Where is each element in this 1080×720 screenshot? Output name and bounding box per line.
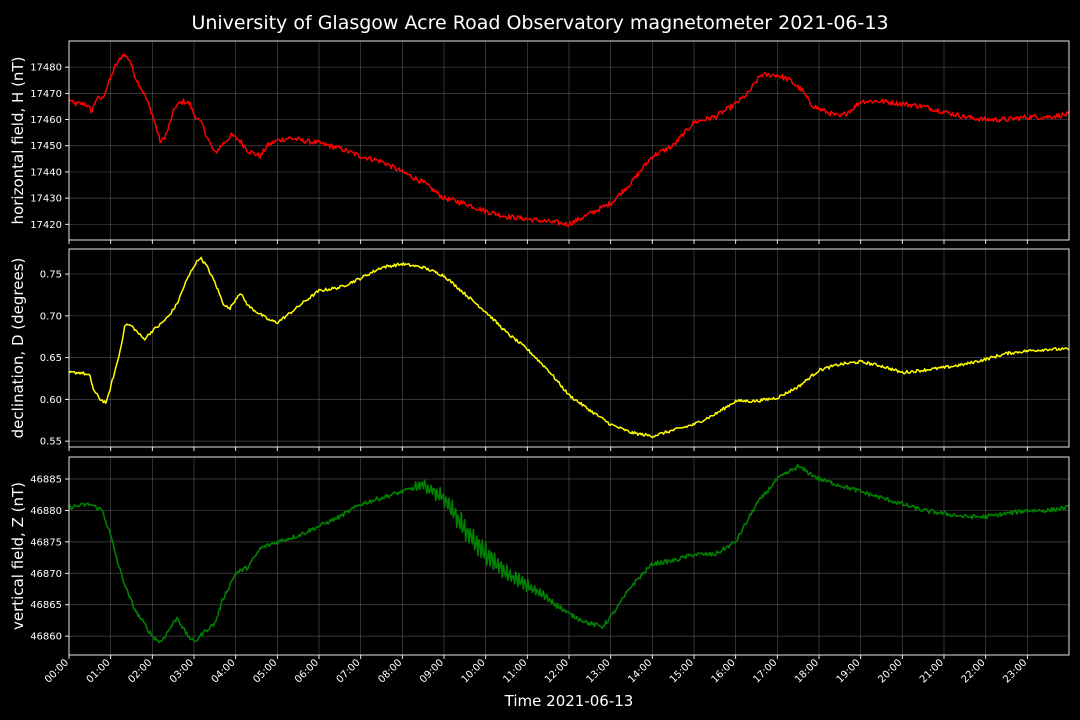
series-line-z xyxy=(68,464,1070,644)
y-tick-label: 17460 xyxy=(30,115,62,126)
x-tick-label: 11:00 xyxy=(501,657,529,685)
x-tick-label: 13:00 xyxy=(585,657,613,685)
x-tick-label: 01:00 xyxy=(85,657,113,685)
y-axis-label: vertical field, Z (nT) xyxy=(9,482,27,630)
x-tick-label: 19:00 xyxy=(835,657,863,685)
x-tick-label: 15:00 xyxy=(668,657,696,685)
panel-d: 0.55 0.60 0.65 0.70 0.75 declination, D (degr… xyxy=(9,248,1070,451)
x-tick-label: 09:00 xyxy=(418,657,446,685)
x-tick-label: 06:00 xyxy=(293,657,321,685)
y-tick-label: 46885 xyxy=(30,475,62,486)
chart-panels: 17420 17430 17440 17450 17460 17470 17480horiz… xyxy=(9,40,1070,686)
y-tick-label: 46860 xyxy=(30,632,62,643)
x-tick-label: 23:00 xyxy=(1001,657,1029,685)
y-tick-label: 46870 xyxy=(30,569,62,580)
x-tick-label: 12:00 xyxy=(543,657,571,685)
x-tick-label: 20:00 xyxy=(876,657,904,685)
series-line-h xyxy=(68,53,1070,228)
x-tick-label: 17:00 xyxy=(751,657,779,685)
x-tick-label: 16:00 xyxy=(710,657,738,685)
x-tick-label: 14:00 xyxy=(626,657,654,685)
x-tick-label: 03:00 xyxy=(168,657,196,685)
panel-frame xyxy=(68,248,1070,448)
chart-title: University of Glasgow Acre Road Observat… xyxy=(191,12,888,34)
y-tick-label: 17440 xyxy=(30,167,62,178)
panel-frame xyxy=(68,456,1070,656)
y-tick-label: 0.65 xyxy=(40,353,62,364)
y-axis-label: declination, D (degrees) xyxy=(9,258,27,439)
y-tick-label: 17450 xyxy=(30,141,62,152)
x-tick-label: 00:00 xyxy=(43,657,71,685)
x-tick-label: 02:00 xyxy=(126,657,154,685)
y-tick-label: 17420 xyxy=(30,220,62,231)
y-tick-label: 17430 xyxy=(30,194,62,205)
y-tick-label: 0.60 xyxy=(40,395,62,406)
x-tick-label: 04:00 xyxy=(210,657,238,685)
y-tick-label: 46865 xyxy=(30,600,62,611)
x-tick-label: 08:00 xyxy=(376,657,404,685)
y-tick-label: 46875 xyxy=(30,537,62,548)
series-line-d xyxy=(68,256,1070,439)
x-tick-label: 05:00 xyxy=(251,657,279,685)
y-tick-label: 17480 xyxy=(30,63,62,74)
y-axis-label: horizontal field, H (nT) xyxy=(9,57,27,225)
x-tick-label: 07:00 xyxy=(335,657,363,685)
x-tick-label: 21:00 xyxy=(918,657,946,685)
y-tick-label: 46880 xyxy=(30,506,62,517)
y-tick-label: 0.75 xyxy=(40,270,62,281)
y-tick-label: 0.70 xyxy=(40,311,62,322)
x-axis-label: Time 2021-06-13 xyxy=(504,692,634,710)
panel-frame xyxy=(68,40,1070,241)
y-tick-label: 17470 xyxy=(30,89,62,100)
y-tick-label: 0.55 xyxy=(40,437,62,448)
panel-h: 17420 17430 17440 17450 17460 17470 17480horiz… xyxy=(9,40,1070,244)
x-tick-label: 22:00 xyxy=(960,657,988,685)
x-tick-label: 18:00 xyxy=(793,657,821,685)
x-tick-label: 10:00 xyxy=(460,657,488,685)
